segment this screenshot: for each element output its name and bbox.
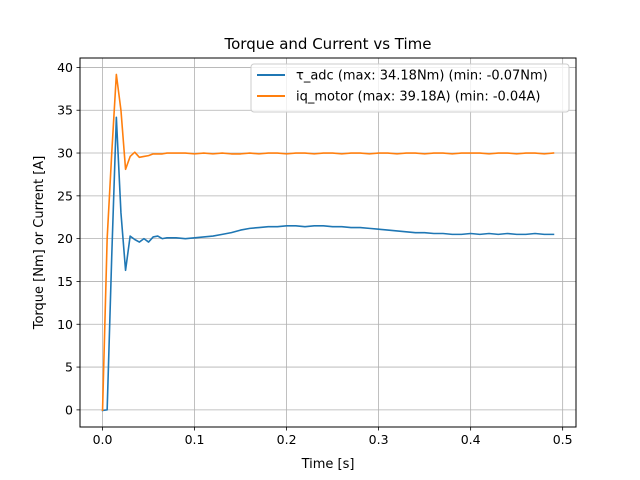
x-tick-label: 0.5	[553, 432, 573, 447]
y-tick-label: 0	[65, 402, 73, 417]
y-tick-label: 5	[65, 360, 73, 375]
x-tick-label: 0.2	[277, 432, 297, 447]
y-tick-label: 25	[57, 188, 73, 203]
legend-label-iq-motor: iq_motor (max: 39.18A) (min: -0.04A)	[296, 90, 540, 105]
y-axis-label: Torque [Nm] or Current [A]	[32, 156, 47, 331]
chart-title: Torque and Current vs Time	[224, 35, 432, 53]
series-line-iq-motor	[101, 73, 555, 412]
series-line-tau-adc	[101, 116, 555, 412]
x-tick-label: 0.1	[185, 432, 205, 447]
axis-ticks: 0.0 0.1 0.2 0.3 0.4 0.5 0 5 10 15 20 25 30 35 40	[57, 60, 573, 447]
y-tick-label: 30	[57, 146, 73, 161]
y-tick-label: 20	[57, 231, 73, 246]
legend-box	[250, 63, 570, 113]
legend: τ_adc (max: 34.18Nm) (min: -0.07Nm) iq_m…	[250, 63, 570, 113]
plot-frame	[79, 57, 577, 428]
y-tick-label: 10	[57, 317, 73, 332]
x-tick-label: 0.0	[93, 432, 113, 447]
y-tick-label: 35	[57, 103, 73, 118]
y-tick-label: 15	[57, 274, 73, 289]
series-lines	[101, 73, 555, 412]
x-tick-label: 0.4	[461, 432, 481, 447]
y-tick-label: 40	[57, 60, 73, 75]
x-tick-label: 0.3	[369, 432, 389, 447]
x-axis-label: Time [s]	[301, 457, 355, 472]
legend-label-tau-adc: τ_adc (max: 34.18Nm) (min: -0.07Nm)	[296, 69, 548, 84]
